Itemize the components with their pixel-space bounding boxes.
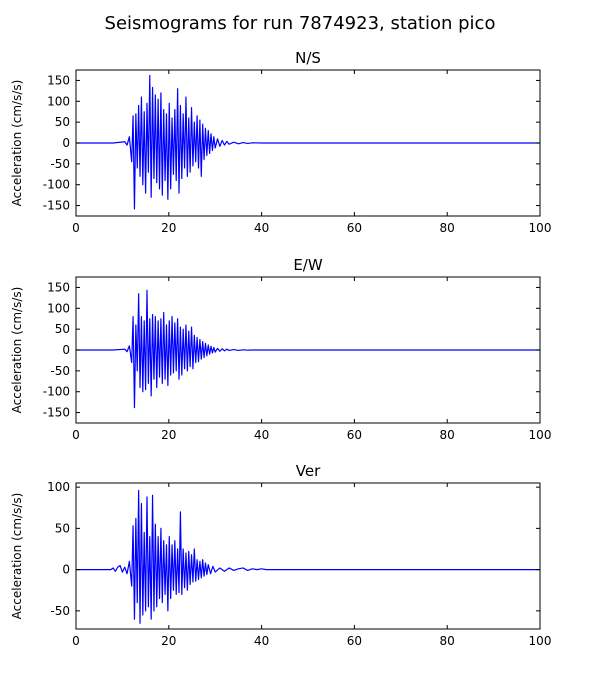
x-tick-label: 60: [347, 634, 362, 648]
seismogram-line: [76, 74, 540, 210]
y-tick-label: 0: [62, 136, 70, 150]
y-tick-label: 100: [47, 480, 70, 494]
x-tick-label: 0: [72, 428, 80, 442]
x-tick-label: 20: [161, 221, 176, 235]
y-axis-label: Acceleration (cm/s/s): [10, 287, 24, 414]
y-tick-label: -100: [43, 385, 70, 399]
subplot-title: N/S: [295, 49, 321, 67]
y-tick-label: -50: [50, 157, 70, 171]
y-tick-label: 50: [55, 322, 70, 336]
y-axis-label: Acceleration (cm/s/s): [10, 80, 24, 207]
subplot-1: 0 20 40 60 80 100 -150 -100 -50 0 50 100 150 N/S Accel…: [10, 49, 551, 235]
x-tick-label: 100: [529, 634, 552, 648]
y-axis-label: Acceleration (cm/s/s): [10, 493, 24, 620]
y-tick-label: 150: [47, 280, 70, 294]
y-tick-label: -50: [50, 364, 70, 378]
y-tick-label: -50: [50, 604, 70, 618]
y-tick-label: 0: [62, 343, 70, 357]
y-tick-label: -150: [43, 199, 70, 213]
x-tick-label: 0: [72, 634, 80, 648]
x-tick-label: 60: [347, 428, 362, 442]
subplot-title: Ver: [296, 462, 321, 480]
x-tick-label: 80: [440, 221, 455, 235]
subplot-2: 0 20 40 60 80 100 -150 -100 -50 0 50 100 150 E/W Accel…: [10, 256, 551, 442]
x-tick-label: 0: [72, 221, 80, 235]
y-tick-label: 150: [47, 73, 70, 87]
x-tick-label: 60: [347, 221, 362, 235]
x-tick-label: 40: [254, 634, 269, 648]
x-tick-label: 20: [161, 634, 176, 648]
x-tick-label: 40: [254, 221, 269, 235]
y-tick-label: -150: [43, 406, 70, 420]
x-tick-label: 40: [254, 428, 269, 442]
y-tick-label: 0: [62, 563, 70, 577]
y-tick-label: 50: [55, 115, 70, 129]
y-tick-label: 50: [55, 521, 70, 535]
y-tick-label: 100: [47, 301, 70, 315]
subplot-3: 0 20 40 60 80 100 -50 0 50 100 Ver Acceleration (cm…: [10, 462, 551, 648]
seismogram-line: [76, 489, 540, 624]
y-tick-label: -100: [43, 178, 70, 192]
x-tick-label: 100: [529, 221, 552, 235]
y-tick-label: 100: [47, 94, 70, 108]
figure-suptitle: Seismograms for run 7874923, station pic…: [105, 13, 496, 34]
x-tick-label: 80: [440, 634, 455, 648]
axes-frame: [75, 482, 541, 630]
x-tick-label: 100: [529, 428, 552, 442]
x-tick-label: 20: [161, 428, 176, 442]
seismogram-line: [76, 289, 540, 409]
subplot-title: E/W: [293, 256, 323, 274]
x-tick-label: 80: [440, 428, 455, 442]
